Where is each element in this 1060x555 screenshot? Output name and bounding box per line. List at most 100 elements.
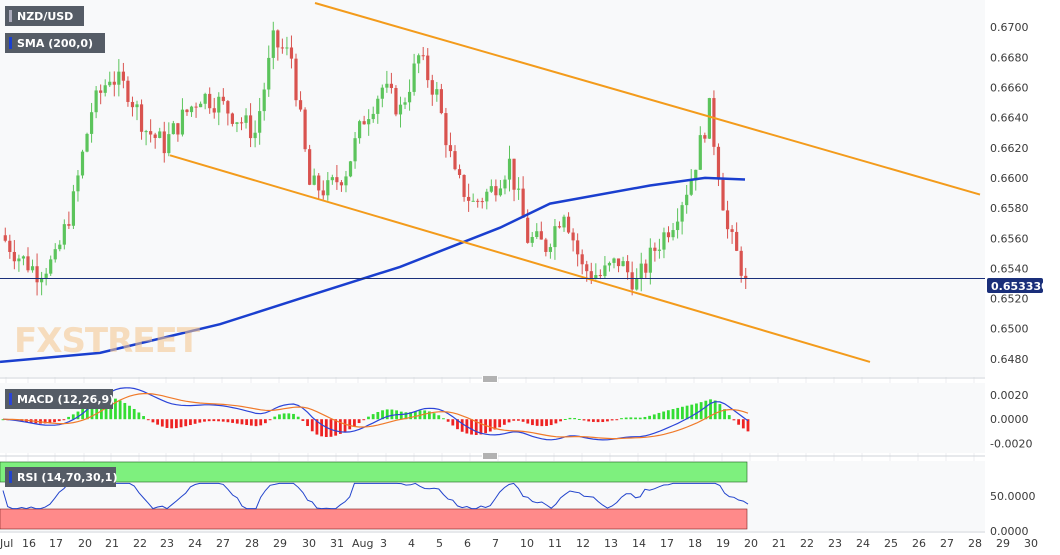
candle-body — [162, 131, 166, 154]
macd-hist-bar — [357, 419, 361, 424]
macd-hist-bar — [217, 419, 220, 422]
macd-hist-bar — [746, 419, 750, 432]
x-tick-label: 6 — [464, 537, 471, 550]
candle-body — [380, 87, 384, 99]
x-tick-label: 26 — [912, 537, 926, 550]
candle-body — [135, 104, 139, 108]
macd-hist-bar — [713, 400, 717, 420]
macd-hist-bar — [427, 411, 431, 420]
macd-hist-bar — [629, 417, 633, 420]
rsi-label-text: RSI (14,70,30,1) — [17, 471, 117, 484]
candle-body — [535, 231, 539, 238]
x-tick-label: 23 — [160, 537, 174, 550]
macd-hist-bar — [596, 419, 600, 423]
candle-body — [412, 63, 416, 92]
candle-body — [348, 161, 353, 177]
macd-hist-bar — [591, 419, 595, 422]
macd-hist-bar — [123, 402, 127, 420]
macd-hist-bar — [409, 412, 413, 420]
candle-body — [594, 275, 598, 279]
candle-body — [226, 101, 230, 114]
macd-hist-bar — [53, 419, 56, 423]
macd-hist-bar — [343, 419, 347, 432]
macd-hist-bar — [278, 414, 281, 420]
candle-body — [476, 200, 480, 202]
price-panel: FXSTREET — [0, 2, 985, 364]
candle-body — [153, 134, 157, 138]
macd-hist-bar — [292, 413, 295, 420]
macd-hist-bar — [531, 419, 534, 426]
macd-hist-bar — [338, 419, 342, 434]
x-tick-label: 5 — [436, 537, 443, 550]
panel-resize-handle-2[interactable] — [0, 453, 985, 459]
candle-body — [62, 224, 66, 245]
candles — [3, 21, 748, 296]
x-tick-label: Aug — [352, 537, 373, 550]
macd-hist-bar — [273, 416, 277, 420]
candle-body — [621, 261, 625, 267]
macd-hist-bar — [301, 419, 305, 421]
candle-body — [462, 174, 466, 197]
macd-hist-bar — [189, 419, 192, 426]
rsi-panel — [0, 461, 985, 531]
candle-body — [244, 115, 248, 123]
macd-hist-bar — [624, 417, 628, 420]
candle-body — [130, 101, 135, 108]
macd-hist-bar — [723, 409, 726, 420]
x-tick-label: 16 — [22, 537, 36, 550]
macd-hist-bar — [367, 416, 370, 420]
candle-body — [294, 58, 298, 101]
candle-body — [571, 232, 575, 241]
x-tick-label: 4 — [408, 537, 415, 550]
macd-hist-bar — [727, 415, 731, 420]
candle-body — [176, 123, 180, 135]
candle-body — [262, 89, 266, 112]
candle-body — [653, 247, 657, 251]
macd-hist-bar — [676, 407, 680, 420]
candle-body — [185, 109, 189, 113]
candle-body — [30, 266, 35, 271]
candle-body — [685, 194, 689, 206]
y-tick-label: 0.6680 — [990, 51, 1029, 64]
candle-body — [103, 85, 107, 93]
x-tick-label: 11 — [548, 537, 562, 550]
candle-body — [358, 121, 362, 139]
candle-body — [566, 216, 571, 233]
macd-hist-bar — [71, 414, 75, 420]
candle-body — [303, 109, 307, 150]
candle-body — [616, 258, 621, 267]
candle-body — [530, 237, 534, 243]
candle-body — [576, 240, 580, 255]
x-tick-label: 21 — [105, 537, 119, 550]
macd-hist-bar — [114, 398, 117, 420]
rsi-oversold-band — [0, 508, 748, 530]
macd-hist-bar — [390, 409, 394, 420]
macd-hist-bar — [226, 419, 230, 423]
candle-body — [71, 191, 76, 226]
macd-hist-bar — [137, 412, 141, 420]
macd-hist-bar — [371, 414, 375, 420]
candle-body — [335, 177, 339, 183]
y-tick-label: 0.6620 — [990, 142, 1029, 155]
candle-body — [712, 98, 716, 147]
macd-hist-bar — [385, 409, 389, 420]
candle-body — [444, 113, 448, 146]
sma-line — [0, 176, 746, 364]
candle-body — [35, 266, 39, 283]
candle-body — [407, 91, 412, 103]
macd-hist-bar — [362, 419, 366, 421]
macd-line — [2, 387, 749, 441]
candle-body — [108, 81, 112, 86]
panel-resize-handle-1[interactable] — [0, 376, 985, 382]
candle-body — [707, 98, 711, 139]
candle-body — [744, 275, 748, 279]
candle-body — [503, 179, 507, 189]
macd-hist-bar — [85, 405, 89, 420]
macd-hist-bar — [287, 413, 291, 420]
candle-body — [208, 93, 212, 109]
macd-hist-bar — [151, 419, 155, 423]
macd-hist-bar — [666, 410, 670, 420]
macd-hist-bar — [610, 419, 614, 421]
macd-hist-bar — [671, 409, 675, 420]
